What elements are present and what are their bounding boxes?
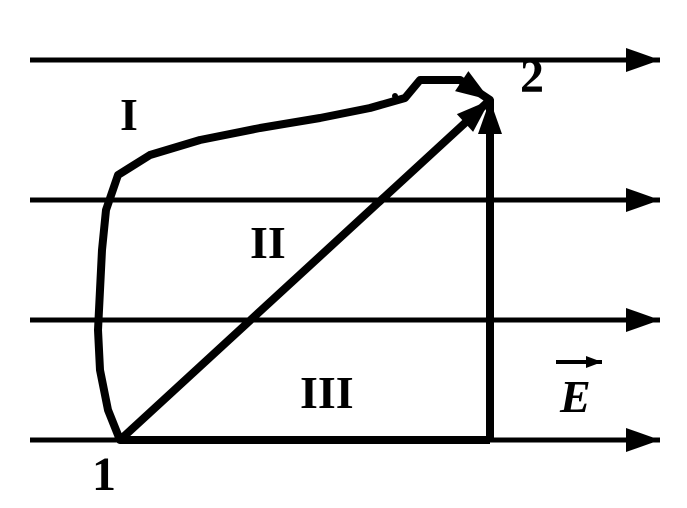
path-one <box>98 80 490 440</box>
point-two-label: 2 <box>520 50 544 103</box>
region-three-label: III <box>300 367 354 418</box>
point-one-label: 1 <box>92 448 116 501</box>
field-vector-label: E <box>556 362 602 422</box>
region-two-label: II <box>250 217 286 268</box>
region-one-label: I <box>120 89 138 140</box>
svg-text:E: E <box>559 371 591 422</box>
dot-mark <box>392 93 398 99</box>
